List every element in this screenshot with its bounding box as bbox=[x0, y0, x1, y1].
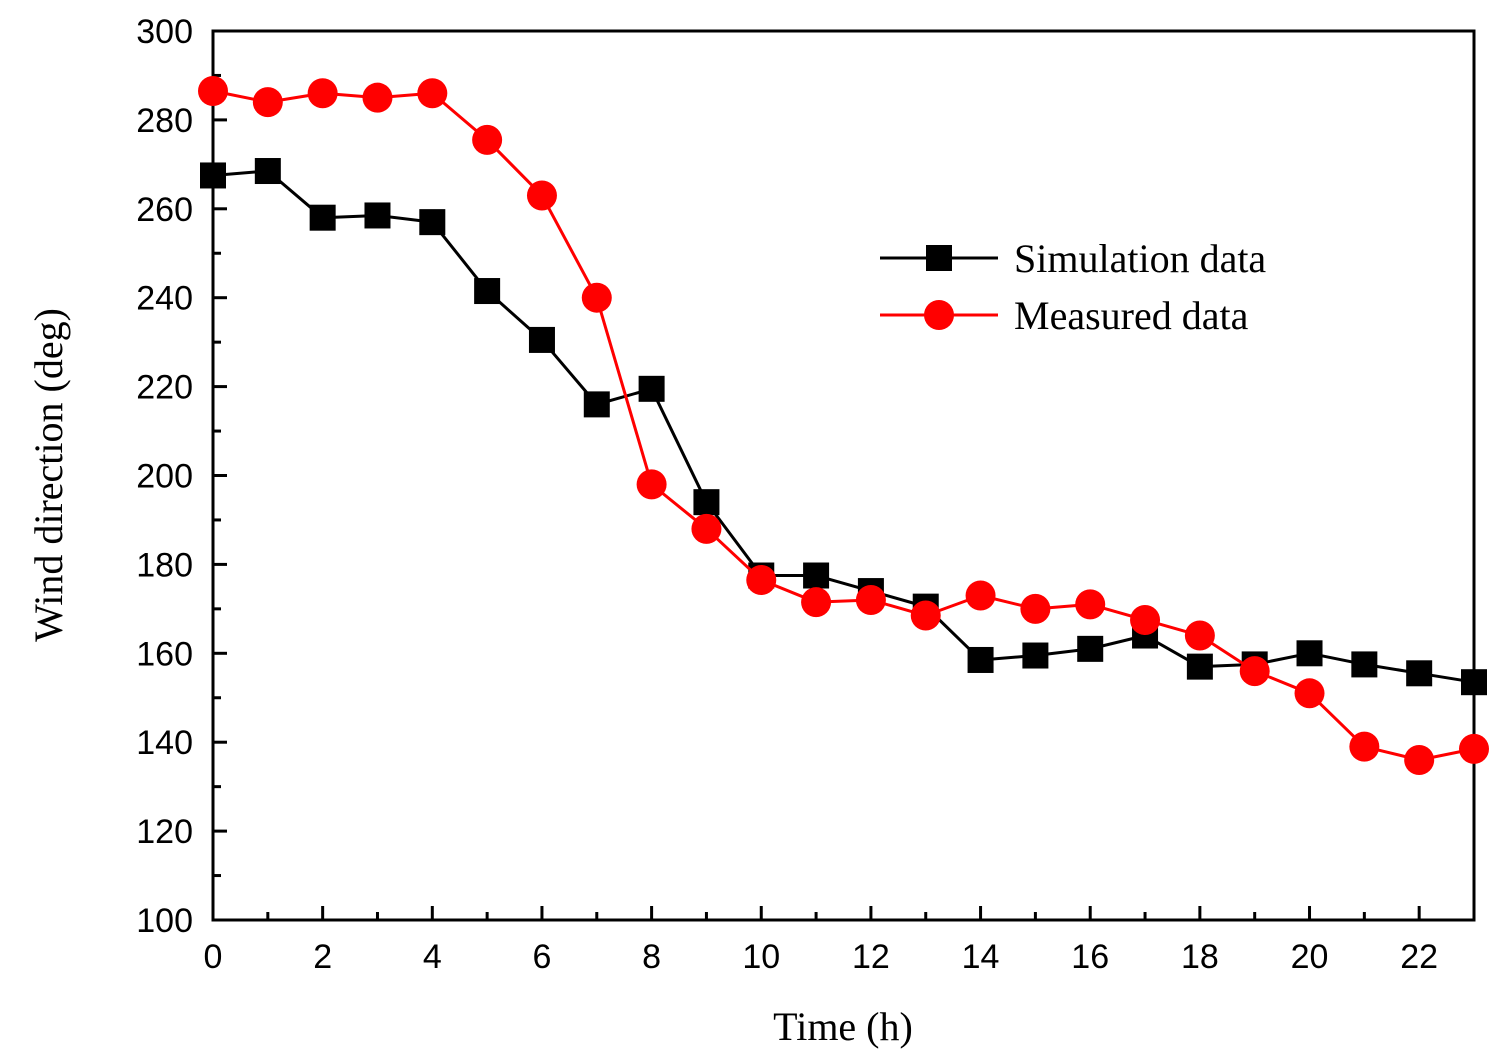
point-measured-data bbox=[965, 580, 996, 611]
x-tick-label: 4 bbox=[423, 938, 442, 976]
x-tick-label: 22 bbox=[1400, 938, 1438, 976]
y-tick-label: 140 bbox=[136, 724, 193, 762]
x-tick-label: 18 bbox=[1181, 938, 1219, 976]
legend-marker-measured bbox=[924, 300, 954, 330]
y-tick-label: 120 bbox=[136, 813, 193, 851]
y-tick-label: 300 bbox=[136, 13, 193, 51]
point-measured-data bbox=[1294, 678, 1325, 709]
point-measured-data bbox=[472, 124, 503, 155]
point-simulation-data bbox=[309, 204, 336, 231]
point-simulation-data bbox=[254, 158, 281, 185]
x-axis-ticks: 0 2 4 6 8 10 12 14 16 18 20 22 bbox=[204, 906, 1476, 976]
point-measured-data bbox=[1130, 604, 1161, 635]
point-simulation-data bbox=[638, 375, 665, 402]
x-axis-title: Time (h) bbox=[773, 1004, 913, 1049]
y-tick-label: 260 bbox=[136, 191, 193, 229]
plot-frame bbox=[211, 29, 1476, 922]
point-measured-data bbox=[252, 87, 283, 118]
point-simulation-data bbox=[1022, 642, 1049, 669]
point-simulation-data bbox=[1351, 651, 1378, 678]
point-measured-data bbox=[362, 82, 393, 113]
point-simulation-data bbox=[803, 562, 830, 589]
y-axis-ticks: 100 120 140 160 180 200 220 240 260 280 300 bbox=[136, 13, 227, 940]
point-measured-data bbox=[746, 564, 777, 595]
point-measured-data bbox=[801, 587, 832, 618]
series-line-simulation-data bbox=[212, 169, 1475, 684]
point-simulation-data bbox=[419, 209, 446, 236]
series-layer bbox=[198, 76, 1489, 775]
point-simulation-data bbox=[528, 326, 555, 353]
point-measured-data bbox=[1349, 731, 1380, 762]
point-simulation-data bbox=[583, 391, 610, 418]
y-tick-label: 160 bbox=[136, 635, 193, 673]
x-tick-label: 6 bbox=[532, 938, 551, 976]
y-axis-title: Wind direction (deg) bbox=[26, 308, 71, 642]
y-tick-label: 200 bbox=[136, 458, 193, 496]
x-tick-label: 16 bbox=[1071, 938, 1109, 976]
point-measured-data bbox=[581, 282, 612, 313]
point-simulation-data bbox=[474, 278, 501, 305]
x-tick-label: 0 bbox=[204, 938, 223, 976]
x-tick-label: 20 bbox=[1291, 938, 1329, 976]
point-simulation-data bbox=[693, 489, 720, 516]
point-simulation-data bbox=[1406, 660, 1433, 687]
point-measured-data bbox=[855, 584, 886, 615]
x-tick-label: 14 bbox=[962, 938, 1000, 976]
legend: Simulation data Measured data bbox=[880, 236, 1266, 338]
point-simulation-data bbox=[1186, 653, 1213, 680]
point-measured-data bbox=[1459, 733, 1489, 764]
y-tick-label: 220 bbox=[136, 369, 193, 407]
point-measured-data bbox=[417, 78, 448, 109]
point-simulation-data bbox=[364, 202, 391, 229]
x-tick-label: 2 bbox=[313, 938, 332, 976]
point-measured-data bbox=[1020, 593, 1051, 624]
y-tick-label: 180 bbox=[136, 546, 193, 584]
y-tick-label: 280 bbox=[136, 102, 193, 140]
x-tick-label: 8 bbox=[642, 938, 661, 976]
point-measured-data bbox=[526, 180, 557, 211]
point-measured-data bbox=[1404, 744, 1435, 775]
point-measured-data bbox=[636, 469, 667, 500]
point-simulation-data bbox=[1296, 640, 1323, 667]
point-simulation-data bbox=[1077, 635, 1104, 662]
point-simulation-data bbox=[200, 162, 226, 189]
point-measured-data bbox=[1239, 656, 1270, 687]
point-measured-data bbox=[307, 78, 338, 109]
point-simulation-data bbox=[1461, 669, 1487, 696]
legend-label-simulation: Simulation data bbox=[1014, 236, 1266, 281]
point-measured-data bbox=[1184, 620, 1215, 651]
y-tick-label: 240 bbox=[136, 280, 193, 318]
point-measured-data bbox=[198, 76, 228, 107]
legend-label-measured: Measured data bbox=[1014, 293, 1249, 338]
point-measured-data bbox=[910, 600, 941, 631]
point-measured-data bbox=[691, 513, 722, 544]
point-measured-data bbox=[1075, 589, 1106, 620]
legend-marker-simulation bbox=[926, 245, 952, 271]
x-tick-label: 12 bbox=[852, 938, 890, 976]
x-tick-label: 10 bbox=[742, 938, 780, 976]
y-tick-label: 100 bbox=[136, 902, 193, 940]
point-simulation-data bbox=[967, 646, 994, 673]
